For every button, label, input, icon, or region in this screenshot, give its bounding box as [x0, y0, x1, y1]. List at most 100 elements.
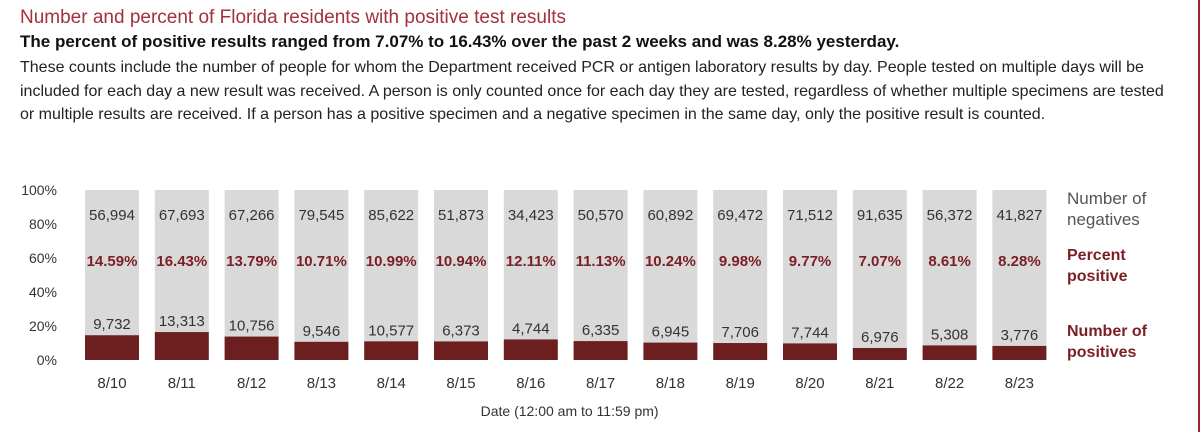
- x-tick-label: 8/12: [237, 375, 266, 392]
- y-tick-label: 100%: [21, 182, 57, 198]
- positives-label: 7,706: [721, 324, 759, 341]
- legend-percent: Percent: [1067, 247, 1126, 264]
- x-tick-label: 8/14: [377, 375, 406, 392]
- positives-label: 9,546: [303, 323, 341, 340]
- percent-positive-label: 10.94%: [436, 253, 487, 270]
- bar-positives: [783, 343, 837, 360]
- legend-negatives: negatives: [1067, 210, 1140, 229]
- negatives-label: 34,423: [508, 207, 554, 224]
- legend-positives: positives: [1067, 344, 1136, 361]
- bar-positives: [922, 345, 977, 360]
- bar-negatives: [852, 190, 907, 348]
- negatives-label: 71,512: [787, 207, 833, 224]
- bar-negatives: [294, 190, 349, 342]
- x-tick-label: 8/11: [168, 375, 196, 392]
- bar-negatives: [154, 190, 209, 333]
- positives-label: 6,976: [861, 329, 899, 346]
- bar-positives: [573, 341, 628, 360]
- percent-positive-label: 13.79%: [226, 253, 277, 270]
- negatives-label: 79,545: [298, 207, 344, 224]
- bar-positives: [224, 336, 279, 360]
- chart-subtitle: The percent of positive results ranged f…: [20, 32, 900, 51]
- percent-positive-label: 16.43%: [156, 253, 207, 270]
- negatives-label: 60,892: [647, 207, 693, 224]
- percent-positive-label: 11.13%: [576, 253, 626, 270]
- negatives-label: 51,873: [438, 207, 484, 224]
- bar-positives: [713, 343, 768, 360]
- x-tick-label: 8/21: [865, 375, 894, 392]
- percent-positive-label: 10.24%: [645, 253, 696, 270]
- page-border: [1198, 0, 1200, 432]
- positives-label: 6,335: [582, 322, 620, 339]
- negatives-label: 69,472: [717, 207, 763, 224]
- negatives-label: 50,570: [578, 207, 624, 224]
- positives-label: 5,308: [931, 326, 969, 343]
- negatives-label: 67,266: [229, 207, 275, 224]
- positives-label: 6,373: [442, 322, 480, 339]
- legend-percent: positive: [1067, 268, 1128, 285]
- negatives-label: 91,635: [857, 207, 903, 224]
- percent-positive-label: 10.99%: [366, 253, 417, 270]
- bar-positives: [434, 341, 488, 360]
- negatives-label: 56,372: [927, 207, 973, 224]
- bar-negatives: [434, 190, 488, 342]
- x-axis-title: Date (12:00 am to 11:59 pm): [481, 403, 659, 419]
- legend-negatives: Number of: [1067, 189, 1147, 208]
- y-tick-label: 40%: [29, 284, 57, 300]
- percent-positive-label: 14.59%: [87, 253, 138, 270]
- positives-label: 6,945: [652, 324, 690, 341]
- bar-negatives: [713, 190, 768, 344]
- bar-negatives: [783, 190, 837, 344]
- x-tick-label: 8/16: [516, 375, 545, 392]
- bar-positives: [852, 347, 907, 360]
- x-tick-label: 8/13: [307, 375, 336, 392]
- bar-negatives: [224, 190, 279, 337]
- percent-positive-label: 9.77%: [789, 253, 832, 270]
- x-tick-label: 8/10: [97, 375, 126, 392]
- bar-positives: [503, 339, 558, 360]
- positives-label: 13,313: [159, 313, 205, 330]
- percent-positive-label: 12.11%: [506, 253, 556, 270]
- percent-positive-label: 8.61%: [928, 253, 971, 270]
- positives-label: 10,756: [229, 318, 275, 335]
- bar-positives: [364, 341, 419, 360]
- bar-negatives: [922, 190, 977, 346]
- negatives-label: 67,693: [159, 207, 205, 224]
- positives-label: 10,577: [368, 322, 414, 339]
- percent-positive-label: 7.07%: [859, 253, 902, 270]
- bar-negatives: [573, 190, 628, 342]
- x-tick-label: 8/22: [935, 375, 964, 392]
- x-tick-label: 8/18: [656, 375, 685, 392]
- y-tick-label: 60%: [29, 250, 57, 266]
- positives-label: 4,744: [512, 320, 550, 337]
- chart-description: These counts include the number of peopl…: [20, 59, 1164, 123]
- bar-positives: [154, 332, 209, 360]
- bar-negatives: [85, 190, 139, 336]
- positives-label: 3,776: [1001, 327, 1039, 344]
- y-tick-label: 80%: [29, 216, 57, 232]
- percent-positive-label: 10.71%: [296, 253, 347, 270]
- negatives-label: 56,994: [89, 207, 135, 224]
- header: Number and percent of Florida residents …: [20, 6, 1170, 127]
- positives-label: 9,732: [93, 316, 131, 333]
- bar-positives: [992, 345, 1047, 360]
- bar-positives: [294, 341, 349, 360]
- x-tick-label: 8/15: [446, 375, 475, 392]
- stacked-bar-chart: 100% 80% 60% 40% 20% 0% 56,994 14.59% 9,732 8/10 6…: [21, 182, 1148, 419]
- x-tick-label: 8/19: [726, 375, 755, 392]
- x-tick-label: 8/20: [795, 375, 824, 392]
- negatives-label: 41,827: [996, 207, 1042, 224]
- x-tick-label: 8/23: [1005, 375, 1034, 392]
- bar-negatives: [503, 190, 558, 340]
- percent-positive-label: 9.98%: [719, 253, 762, 270]
- negatives-label: 85,622: [368, 207, 414, 224]
- x-tick-label: 8/17: [586, 375, 615, 392]
- bar-positives: [643, 342, 698, 360]
- bar-negatives: [992, 190, 1047, 346]
- chart-title: Number and percent of Florida residents …: [20, 7, 566, 28]
- y-tick-label: 0%: [37, 352, 57, 368]
- bar-negatives: [643, 190, 698, 343]
- bar-negatives: [364, 190, 419, 342]
- legend-positives: Number of: [1067, 323, 1148, 340]
- percent-positive-label: 8.28%: [998, 253, 1041, 270]
